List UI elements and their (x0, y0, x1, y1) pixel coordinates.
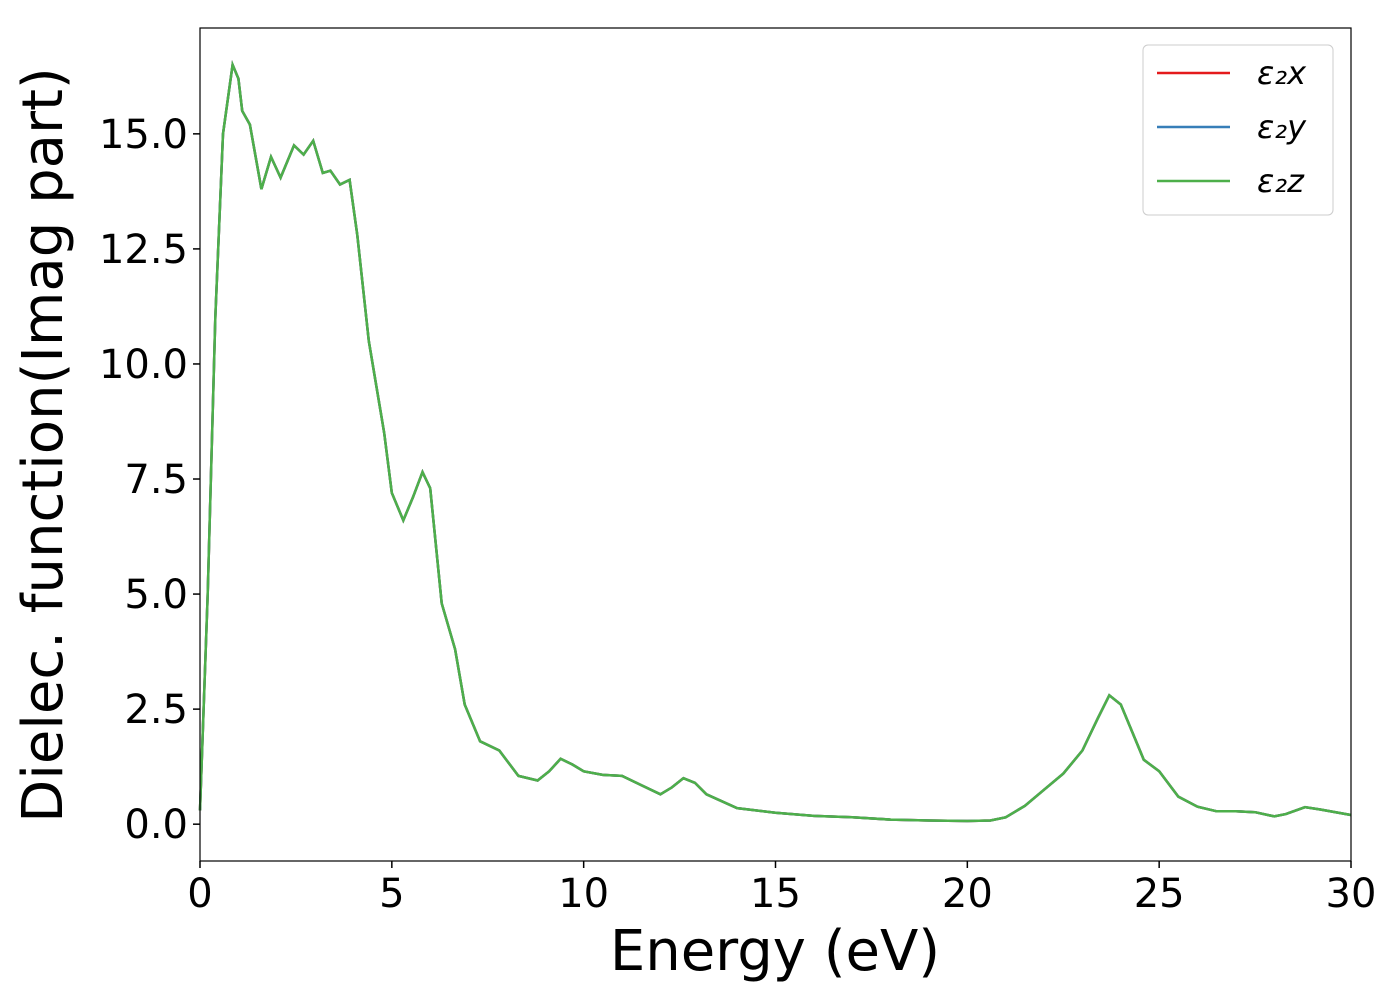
y-tick-label: 0.0 (124, 802, 188, 848)
legend-label: ε₂y (1257, 108, 1307, 146)
legend-box (1142, 44, 1334, 216)
x-axis-label: Energy (eV) (610, 919, 940, 984)
y-tick-label: 12.5 (99, 227, 188, 273)
x-tick-label: 0 (187, 871, 212, 917)
y-tick-label: 15.0 (99, 112, 188, 158)
y-axis-label: Dielec. function(Imag part) (11, 67, 76, 823)
series-line (198, 60, 1352, 823)
legend-label: ε₂z (1257, 162, 1305, 200)
x-tick-label: 25 (1134, 871, 1185, 917)
plot-frame (199, 27, 1352, 862)
y-tick-label: 10.0 (99, 342, 188, 388)
x-tick-label: 10 (558, 871, 609, 917)
y-tick-label: 7.5 (124, 457, 188, 503)
x-tick-label: 20 (942, 871, 993, 917)
x-tick-label: 30 (1326, 871, 1377, 917)
y-tick-label: 2.5 (124, 687, 188, 733)
x-tick-label: 5 (379, 871, 404, 917)
legend-label: ε₂x (1257, 54, 1307, 92)
y-tick-label: 5.0 (124, 572, 188, 618)
x-tick-label: 15 (750, 871, 801, 917)
